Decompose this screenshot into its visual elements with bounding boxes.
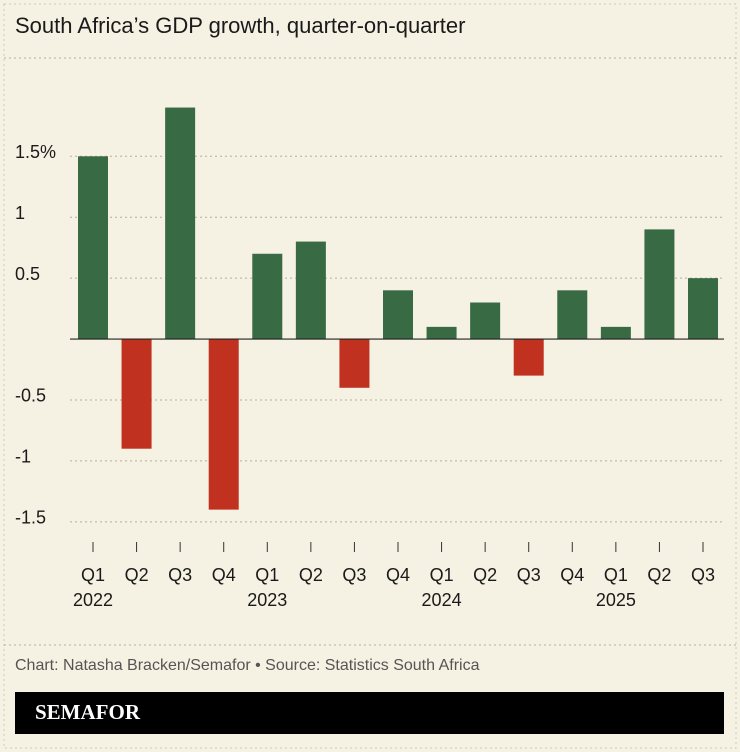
y-tick-label: -0.5 <box>15 386 46 406</box>
x-tick-label: Q3 <box>517 565 541 585</box>
x-tick-label: Q1 <box>81 565 105 585</box>
bar <box>688 278 718 340</box>
bar <box>557 290 588 340</box>
x-tick-label: Q1 <box>430 565 454 585</box>
bar <box>383 290 413 340</box>
year-label: 2024 <box>422 590 462 610</box>
x-tick-label: Q2 <box>647 565 671 585</box>
y-tick-label: -1.5 <box>15 508 46 528</box>
bar <box>121 339 152 449</box>
frame <box>3 3 737 749</box>
bar <box>600 326 631 340</box>
bar <box>252 253 283 340</box>
x-tick-label: Q4 <box>560 565 584 585</box>
bar <box>513 339 544 376</box>
bar <box>208 339 239 510</box>
x-tick-label: Q1 <box>255 565 279 585</box>
year-label: 2022 <box>73 590 113 610</box>
y-tick-label: -1 <box>15 447 31 467</box>
bar <box>78 156 108 340</box>
year-label: 2023 <box>247 590 287 610</box>
x-tick-label: Q3 <box>342 565 366 585</box>
year-label: 2025 <box>596 590 636 610</box>
x-tick-label: Q4 <box>386 565 410 585</box>
bar <box>295 241 326 340</box>
x-tick-label: Q1 <box>604 565 628 585</box>
bar <box>470 302 501 340</box>
x-tick-label: Q3 <box>691 565 715 585</box>
bar <box>426 326 457 340</box>
x-tick-label: Q4 <box>212 565 236 585</box>
x-tick-label: Q2 <box>473 565 497 585</box>
x-tick-label: Q3 <box>168 565 192 585</box>
brand-bar <box>15 692 724 734</box>
footer: Chart: Natasha Bracken/Semafor • Source:… <box>15 657 480 674</box>
chart-title: South Africa’s GDP growth, quarter-on-qu… <box>15 13 465 38</box>
brand: SEMAFOR <box>35 700 141 724</box>
y-tick-label: 0.5 <box>15 264 40 284</box>
y-tick-label: 1 <box>15 203 25 223</box>
bar <box>165 107 196 340</box>
x-tick-label: Q2 <box>299 565 323 585</box>
bar <box>339 339 370 388</box>
bar <box>644 229 675 340</box>
y-tick-label: 1.5% <box>15 142 56 162</box>
x-tick-label: Q2 <box>125 565 149 585</box>
